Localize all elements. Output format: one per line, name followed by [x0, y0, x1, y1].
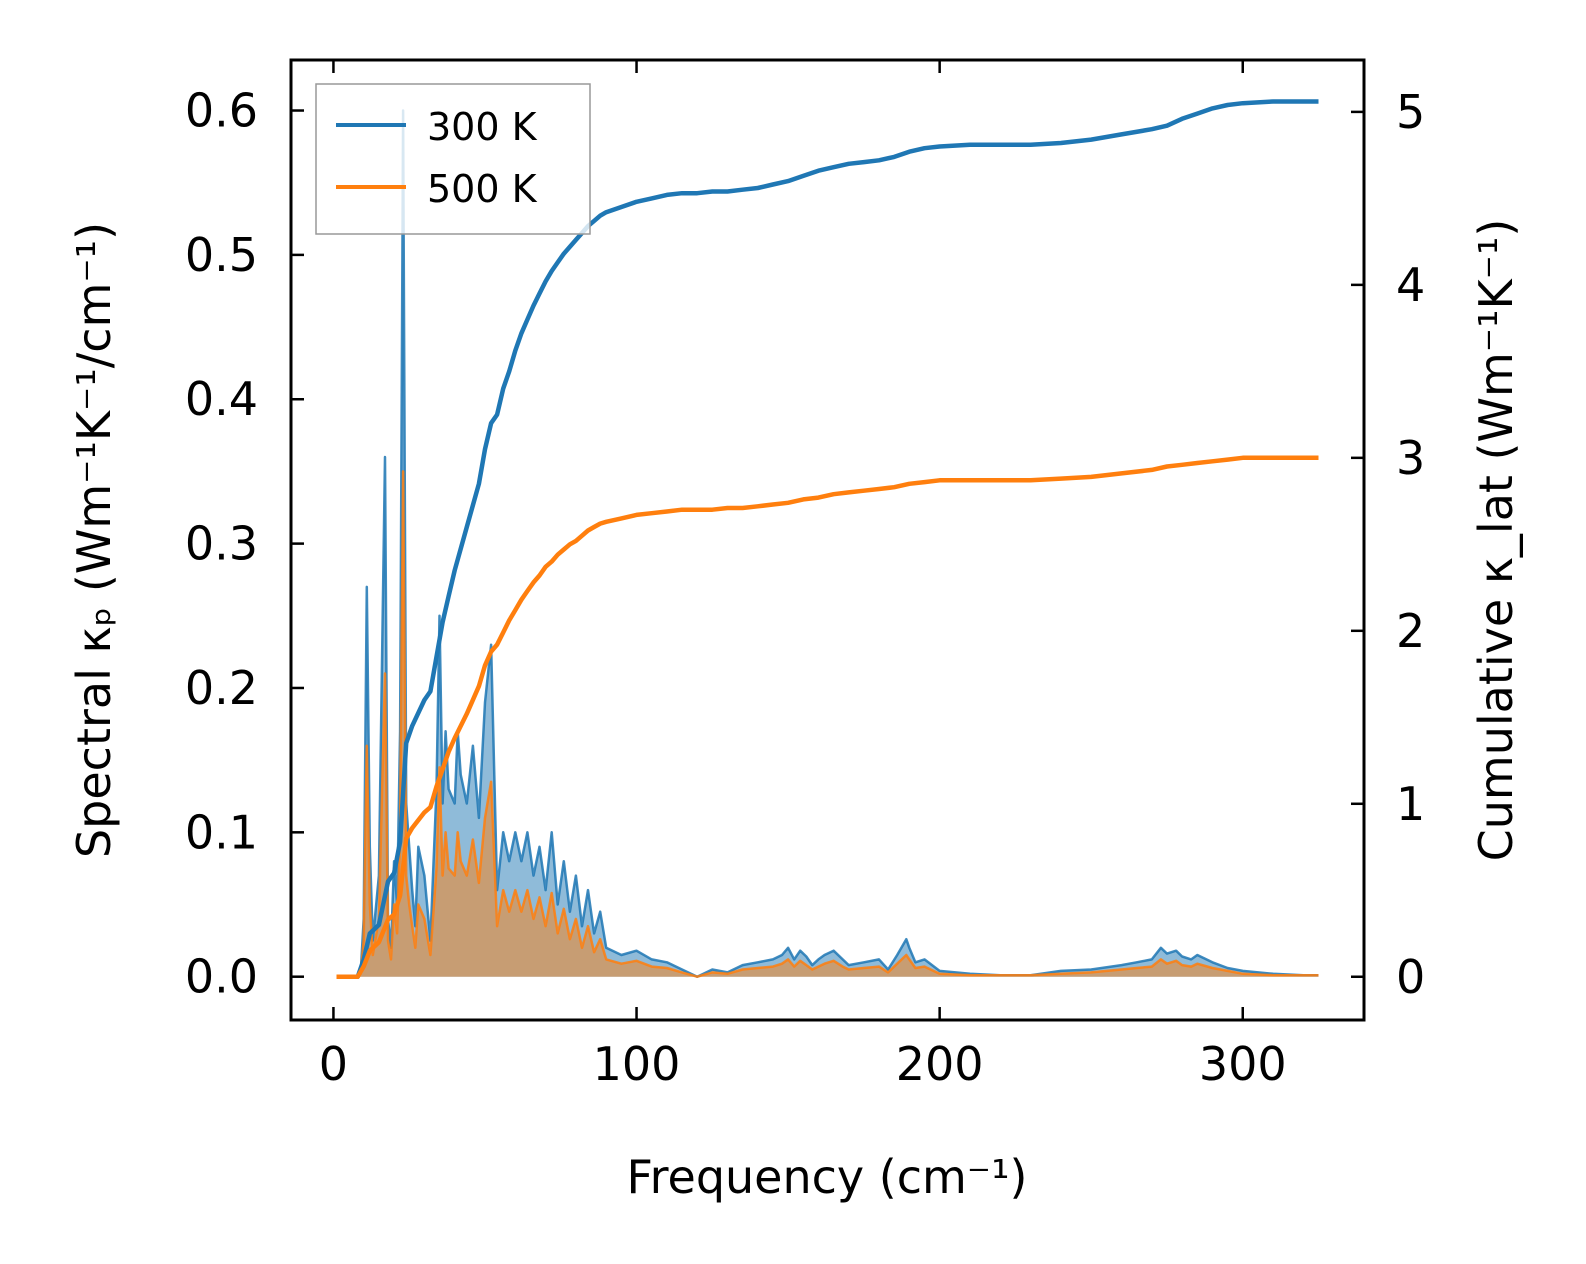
y-left-tick-label: 0.4: [185, 372, 258, 426]
y-right-tick-label: 4: [1396, 258, 1425, 312]
spectral-area-500k: [336, 471, 1319, 977]
x-tick-label: 0: [319, 1037, 348, 1091]
legend-label-500k: 500 K: [427, 167, 538, 211]
cumulative-line-300k: [336, 99, 1319, 980]
legend: 300 K 500 K: [315, 83, 591, 235]
y-left-tick-label: 0.3: [185, 517, 258, 571]
y-right-tick-label: 0: [1396, 950, 1425, 1004]
x-axis-title: Frequency (cm⁻¹): [627, 1150, 1028, 1204]
x-tick-label: 200: [896, 1037, 984, 1091]
y-axis-title-right: Cumulative κ_lat (Wm⁻¹K⁻¹): [1469, 219, 1523, 862]
y-axis-title-left: Spectral κₚ (Wm⁻¹K⁻¹/cm⁻¹): [67, 222, 121, 858]
y-left-tick-label: 0.6: [185, 84, 258, 138]
y-left-tick-label: 0.1: [185, 805, 258, 859]
plot-frame: [289, 58, 1366, 1022]
x-tick-label: 100: [593, 1037, 681, 1091]
legend-box: [315, 83, 591, 235]
y-right-tick-label: 5: [1396, 85, 1425, 139]
data-lines: [336, 99, 1319, 980]
spectral-line-500k: [336, 470, 1319, 978]
cumulative-line-500k: [336, 455, 1319, 980]
y-left-tick-label: 0.0: [185, 950, 258, 1004]
x-tick-label: 300: [1199, 1037, 1287, 1091]
y-right-tick-label: 2: [1396, 604, 1425, 658]
legend-label-300k: 300 K: [427, 105, 538, 149]
y-right-tick-label: 3: [1396, 431, 1425, 485]
ticks: 0 100 200 300 0.0 0.1 0.2 0.3 0.4 0.5 0.6 0 1 2 3 4 5: [185, 60, 1425, 1091]
y-right-tick-label: 1: [1396, 777, 1425, 831]
y-left-tick-label: 0.2: [185, 661, 258, 715]
y-left-tick-label: 0.5: [185, 228, 258, 282]
